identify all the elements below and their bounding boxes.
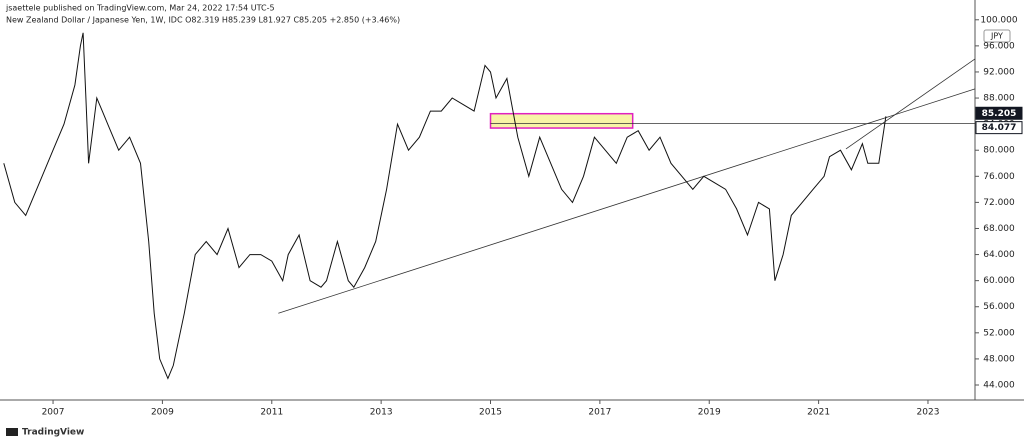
trendline xyxy=(845,58,976,150)
x-tick-label: 2021 xyxy=(807,408,830,418)
y-tick-label: 92.000 xyxy=(983,67,1015,77)
symbol-info: New Zealand Dollar / Japanese Yen, 1W, I… xyxy=(6,16,400,25)
x-tick-label: 2013 xyxy=(370,408,393,418)
currency: JPY xyxy=(990,32,1003,41)
price-label-box xyxy=(975,106,1023,120)
y-tick-label: 60.000 xyxy=(983,276,1015,286)
currency-box xyxy=(983,29,1011,43)
publisher: jsaettele published on TradingView.com, … xyxy=(5,4,275,13)
y-tick-label: 68.000 xyxy=(983,224,1015,234)
price-label-box xyxy=(975,121,1023,135)
y-tick-label: 48.000 xyxy=(983,354,1015,364)
trendline xyxy=(278,88,976,314)
y-tick-label: 52.000 xyxy=(983,328,1015,338)
y-tick-label: 100.000 xyxy=(980,15,1017,25)
y-tick-label: 44.000 xyxy=(983,381,1015,391)
zone xyxy=(489,112,634,129)
y-tick-label: 76.000 xyxy=(983,172,1015,182)
y-tick-label: 80.000 xyxy=(983,146,1015,156)
y-tick-label: 72.000 xyxy=(983,198,1015,208)
x-tick-label: 2017 xyxy=(588,408,611,418)
brand: TradingView xyxy=(22,428,84,438)
price-label: 85.205 xyxy=(982,109,1017,119)
y-tick-label: 56.000 xyxy=(983,302,1015,312)
price-line xyxy=(3,32,887,380)
x-tick-label: 2015 xyxy=(479,408,502,418)
y-tick-label: 96.000 xyxy=(983,41,1015,51)
x-tick-label: 2011 xyxy=(260,408,283,418)
y-tick-label: 88.000 xyxy=(983,94,1015,104)
x-tick-label: 2023 xyxy=(917,408,940,418)
y-tick-label: 64.000 xyxy=(983,250,1015,260)
x-tick-label: 2009 xyxy=(151,408,174,418)
price-label: 84.077 xyxy=(982,123,1017,133)
x-tick-label: 2019 xyxy=(698,408,721,418)
brand-logo xyxy=(6,428,18,436)
x-tick-label: 2007 xyxy=(42,408,65,418)
